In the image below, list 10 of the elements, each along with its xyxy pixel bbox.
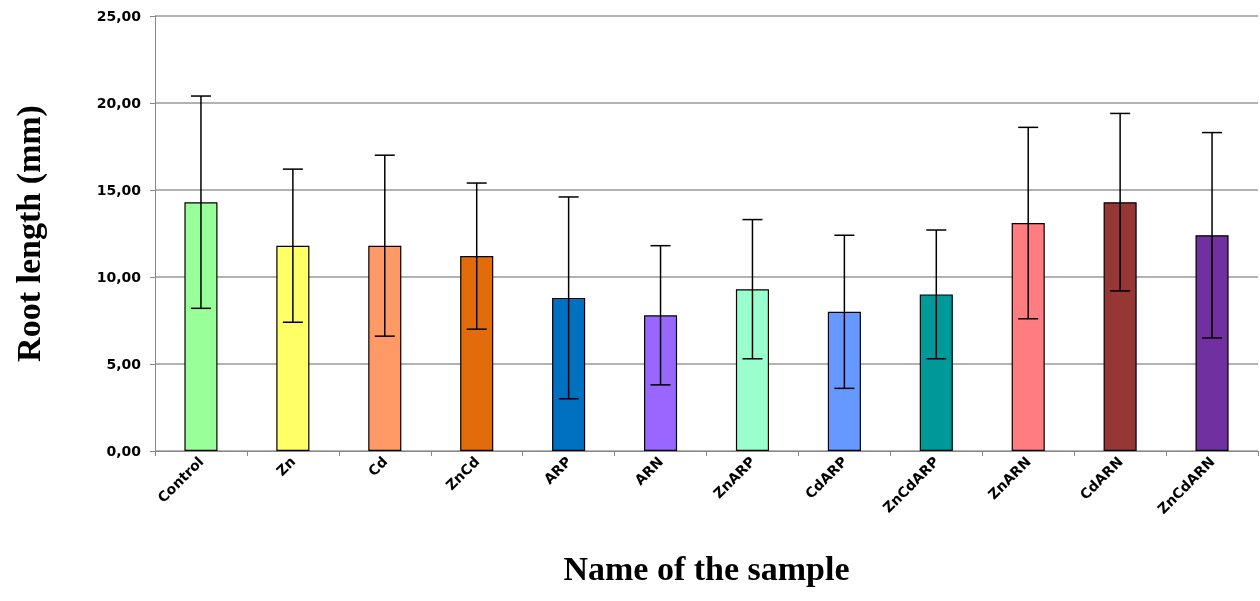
y-tick-label: 20,00 — [96, 95, 142, 111]
x-axis-title: Name of the sample — [563, 549, 850, 587]
x-tick-label: Zn — [273, 453, 299, 479]
y-tick-label: 25,00 — [96, 8, 142, 24]
y-tick-label: 10,00 — [96, 269, 142, 285]
y-tick-label: 0,00 — [106, 443, 142, 459]
y-tick-label: 15,00 — [96, 182, 142, 198]
y-axis-title: Root length (mm) — [9, 105, 48, 362]
x-tick-label: Cd — [364, 453, 391, 479]
y-tick-label: 5,00 — [106, 356, 142, 372]
